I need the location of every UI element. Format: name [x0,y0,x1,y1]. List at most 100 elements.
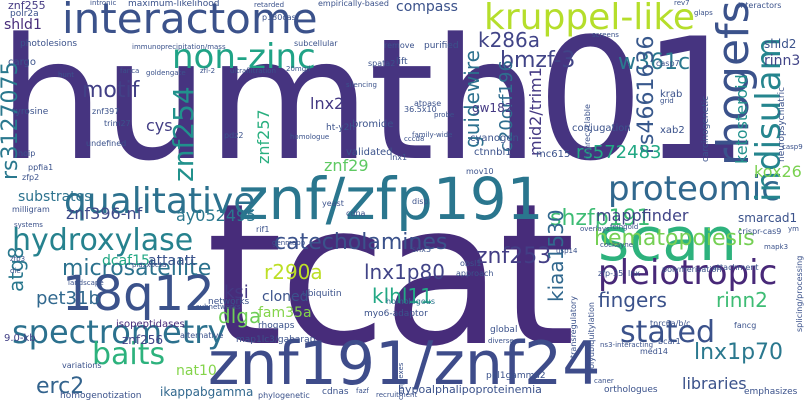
word-tyrosine: tyrosine [12,107,49,117]
word-polymerisation: polymerisation [662,265,722,274]
word-isopeptidases: isopeptidases [116,319,185,330]
word-ikappabgamma: ikappabgamma [160,385,254,399]
word-med14: med14 [640,347,668,356]
word-shzfp191: shzfp191 [550,206,651,231]
word-spectrometry: spectrometry [12,313,227,351]
word-homologue: homologue [290,133,330,141]
word-lnx1: lnx1 [390,153,408,162]
word-lnx1p70: lnx1p70 [694,340,784,365]
word-ym: ym [788,225,799,233]
word-zfp-35: zfp-35 [598,269,624,278]
word-attachment: attachment [712,263,759,272]
word-ay052495: ay052495 [176,206,257,225]
word-screens: screens [592,31,619,39]
word-conjugation: conjugation [572,123,631,134]
word-hydroxylase: hydroxylase [12,223,194,258]
word-pdz2: pdz2 [224,131,244,140]
word-bmzf-3: bmzf-3 [500,48,576,73]
word-photolesions: photolesions [20,39,78,49]
word-hematopoiesis: hematopoiesis [594,226,755,251]
word-polr2a: polr2a [10,9,39,19]
word-transregulatory: transregulatory [569,296,578,358]
word-map1lc3-gabarap: map1lc3/gabarap [236,335,316,345]
word-cyanogen: cyanogen [470,133,519,144]
word-smarcad1: smarcad1 [738,211,798,225]
word-disp: disp [412,197,429,206]
word-casp7: casp7 [656,59,680,68]
word-qualitative: qualitative [64,181,256,222]
word-homogenotization: homogenotization [60,391,142,401]
word-recruitment: recruitment [376,391,418,399]
word-fanca: fanca [120,67,140,75]
word-purified: purified [424,41,459,51]
word-subnetworks: subnetworks [196,303,241,311]
word-usp14: usp14 [556,247,578,255]
word-hoip: hoip [18,149,36,158]
word-die: die [10,267,21,275]
word-trim27: trim27 [104,119,131,128]
word-global: global [490,325,518,335]
word-milligram: milligram [12,205,50,214]
word-caner: caner [594,377,614,385]
word-cys: cys [146,116,173,135]
word-yeast: yeast [322,199,344,208]
word-zfp3: zfp3 [10,255,26,263]
word-networks: networks [208,297,250,307]
word-rinn3: rinn3 [764,53,801,69]
word-xab2: xab2 [660,125,685,136]
word-nat10: nat10 [176,363,217,379]
word-ubiquitin: ubiquitin [302,289,342,299]
word-p130cas: p130cas [262,13,296,22]
word-w361c: w361c [618,50,691,75]
word-homologous: homologous [386,297,435,306]
word-bcar1: bcar1 [658,337,681,346]
word-humth01: humth01 [0,2,749,198]
word-obsl1: obsl1 [460,259,482,268]
word-mid2-trim1: mid2/trim1 [526,67,545,156]
word-k286a: k286a [478,28,541,52]
word-landscape: landscape [68,279,104,287]
word-shld2: shld2 [764,37,797,51]
word-silencing: silencing [346,81,377,89]
word-baits: baits [92,337,166,372]
word-empirically-based: empirically-based [318,0,389,8]
word-ksi: ksi [224,282,249,303]
word-libraries: libraries [682,374,747,393]
word-piasxbeta: piasxbeta [132,261,167,269]
word-kox26: kox26 [754,162,802,181]
word-klhl11: klhl11 [372,284,433,308]
word-proteomic: proteomic [608,169,780,209]
word-znf253: znf253 [476,244,552,269]
word-cloned: cloned [262,289,309,305]
word-rinn2: rinn2 [716,288,768,312]
word-krab: krab [660,89,683,100]
word-undefined: undefined [86,139,127,148]
word-znf255: znf255 [8,0,46,12]
word-pleiotropic: pleiotropic [598,253,778,293]
word-lnx: lnx [628,269,641,278]
word-rhogaps: rhogaps [258,321,295,331]
word-substrates: substrates [18,189,92,205]
word-ns3-interacting: ns3-interacting [600,341,654,349]
word-immunoprecipitation-mass: immunoprecipitation/mass [132,43,226,51]
word-hunt: hunt [58,71,75,79]
word-hypoalphalipoproteinemia: hypoalphalipoproteinemia [398,383,542,396]
word-emphasizes: emphasizes [744,387,798,397]
word-ppl1gamma2: ppl1gamma2 [486,371,546,381]
word-fazf: fazf [356,387,369,395]
word-attaatt: attaatt [148,253,196,269]
word-intronic: intronic [90,0,117,7]
word-diverse: diverse [488,337,514,345]
word-systems: systems [14,221,43,229]
word-ketosteroid: ketosteroid [732,74,751,164]
word-znf256: znf256 [122,333,164,347]
word-remove: remove [384,41,415,50]
word-tnrc6a-b-c: tnrc6a/b/c [650,319,691,328]
word-splicing-processing: splicing/processing [795,255,804,332]
word-9.0-kb: 9.0-kb [4,333,36,344]
word-validated: validated [346,147,393,158]
word-rs572483: rs572483 [576,142,662,163]
word-crispr-cas9: crispr-cas9 [738,227,782,236]
word-microsatellite: microsatellite [62,256,212,281]
word-atpase: atpase [414,99,442,108]
